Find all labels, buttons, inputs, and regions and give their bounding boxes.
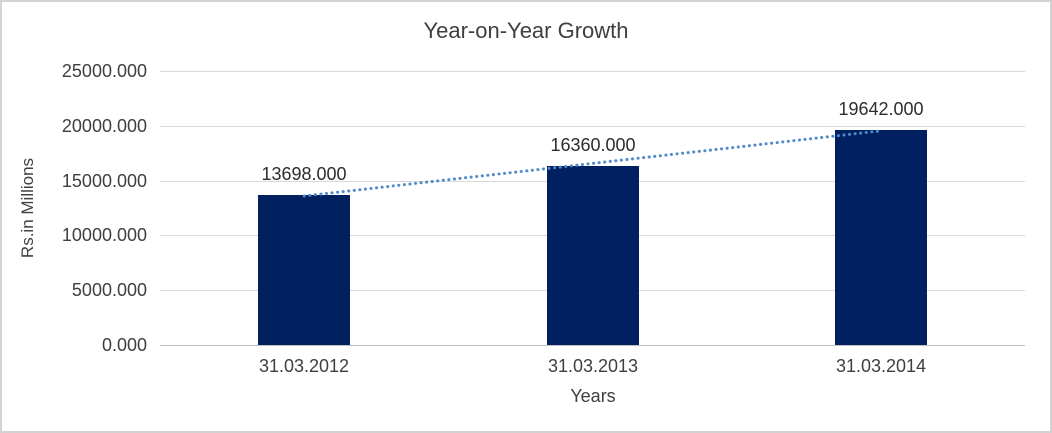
bar-value-label: 13698.000 [261, 164, 347, 184]
x-axis-title: Years [570, 386, 616, 406]
x-tick-label: 31.03.2013 [547, 356, 639, 376]
x-tick-label: 31.03.2014 [835, 356, 927, 376]
y-tick-label: 5000.000 [71, 280, 147, 300]
gridline [160, 126, 1025, 127]
y-tick-label: 15000.000 [61, 171, 147, 191]
bar [835, 130, 927, 345]
bar [258, 195, 350, 345]
gridline [160, 71, 1025, 72]
x-axis-line [160, 345, 1025, 346]
bar-value-label: 19642.000 [838, 99, 924, 119]
y-tick-label: 0.000 [101, 335, 147, 355]
bar [547, 166, 639, 345]
chart-title: Year-on-Year Growth [423, 18, 629, 43]
y-tick-label: 25000.000 [61, 61, 147, 81]
bar-value-label: 16360.000 [550, 135, 636, 155]
y-tick-label: 10000.000 [61, 225, 147, 245]
x-tick-label: 31.03.2012 [258, 356, 350, 376]
y-tick-label: 20000.000 [61, 116, 147, 136]
